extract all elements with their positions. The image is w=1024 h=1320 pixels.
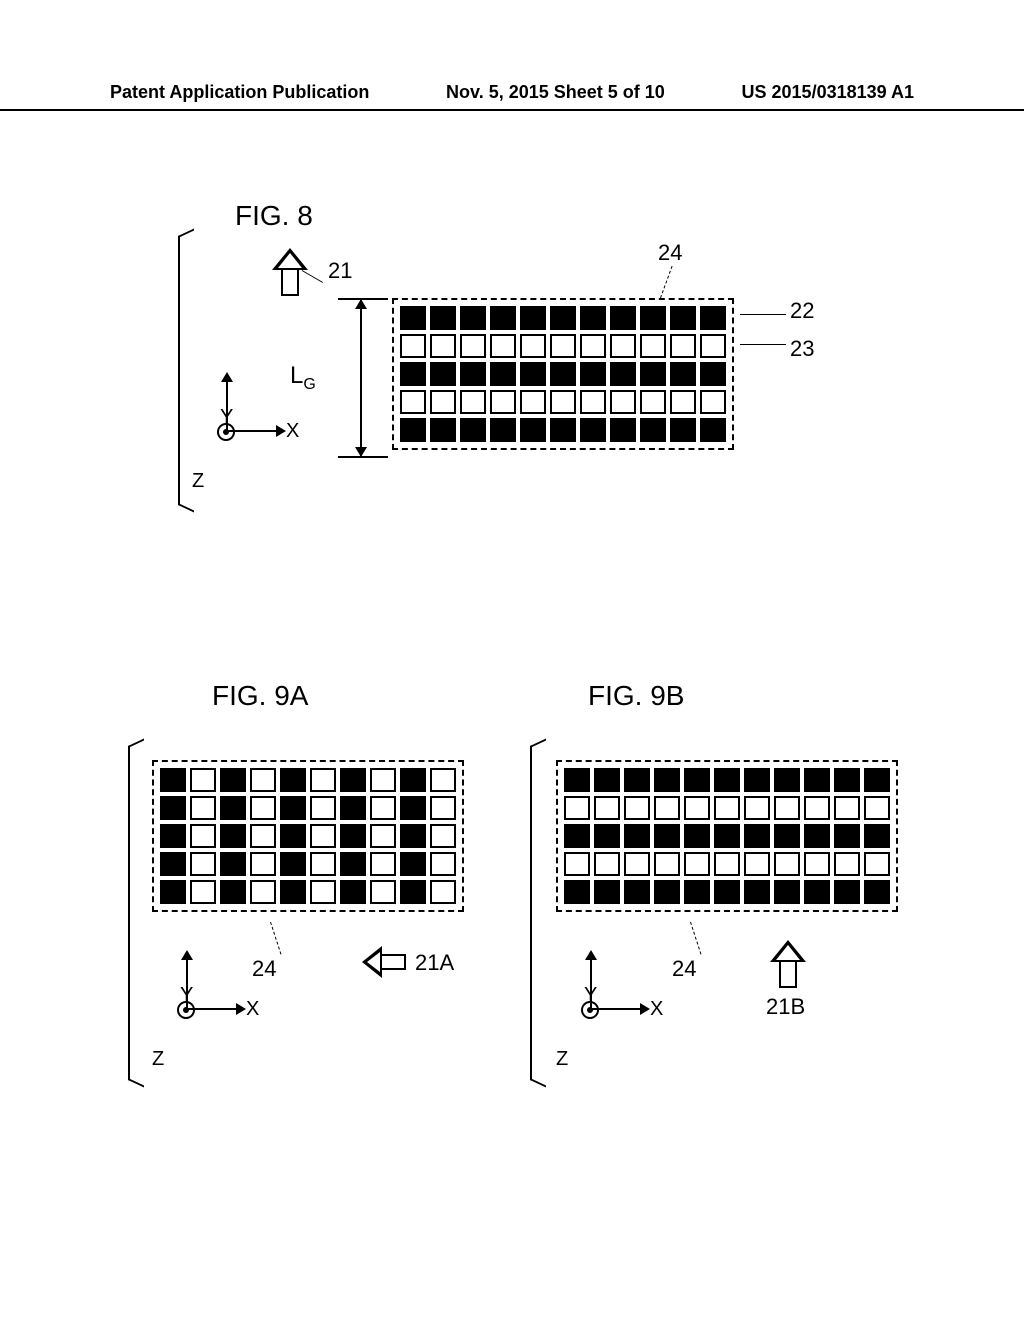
fig8-bracket bbox=[178, 238, 180, 503]
fig8-arrow-up bbox=[272, 248, 308, 296]
fig8-label: FIG. 8 bbox=[235, 200, 313, 232]
fig8-dim-label: LG bbox=[290, 362, 316, 394]
fig8-dim-line bbox=[360, 300, 362, 456]
fig8-leader-23 bbox=[740, 344, 786, 345]
fig8-ref-21: 21 bbox=[328, 258, 352, 284]
fig8-leader-24 bbox=[660, 266, 673, 298]
fig9b-leader-24 bbox=[690, 922, 701, 955]
fig8-ref-23: 23 bbox=[790, 336, 814, 362]
fig9a-arrow-left bbox=[362, 946, 406, 978]
fig9a-grid bbox=[152, 760, 464, 912]
fig9a-bracket bbox=[128, 748, 130, 1078]
fig9b-label: FIG. 9B bbox=[588, 680, 684, 712]
fig9b-bracket bbox=[530, 748, 532, 1078]
header-left: Patent Application Publication bbox=[110, 82, 369, 103]
fig8-ref-22: 22 bbox=[790, 298, 814, 324]
header-center: Nov. 5, 2015 Sheet 5 of 10 bbox=[446, 82, 665, 103]
fig9b-grid bbox=[556, 760, 898, 912]
fig9a-leader-24 bbox=[270, 922, 281, 955]
header-right: US 2015/0318139 A1 bbox=[742, 82, 914, 103]
fig8-leader-22 bbox=[740, 314, 786, 315]
fig8-ref-24: 24 bbox=[658, 240, 682, 266]
fig9a-ref-21a: 21A bbox=[415, 950, 454, 976]
fig9b-ref-21b: 21B bbox=[766, 994, 805, 1020]
fig9a-label: FIG. 9A bbox=[212, 680, 308, 712]
fig9b-ref-24: 24 bbox=[672, 956, 696, 982]
fig8-grid bbox=[392, 298, 734, 450]
fig9a-ref-24: 24 bbox=[252, 956, 276, 982]
fig9b-arrow-up bbox=[770, 940, 806, 988]
page-header: Patent Application Publication Nov. 5, 2… bbox=[0, 82, 1024, 111]
